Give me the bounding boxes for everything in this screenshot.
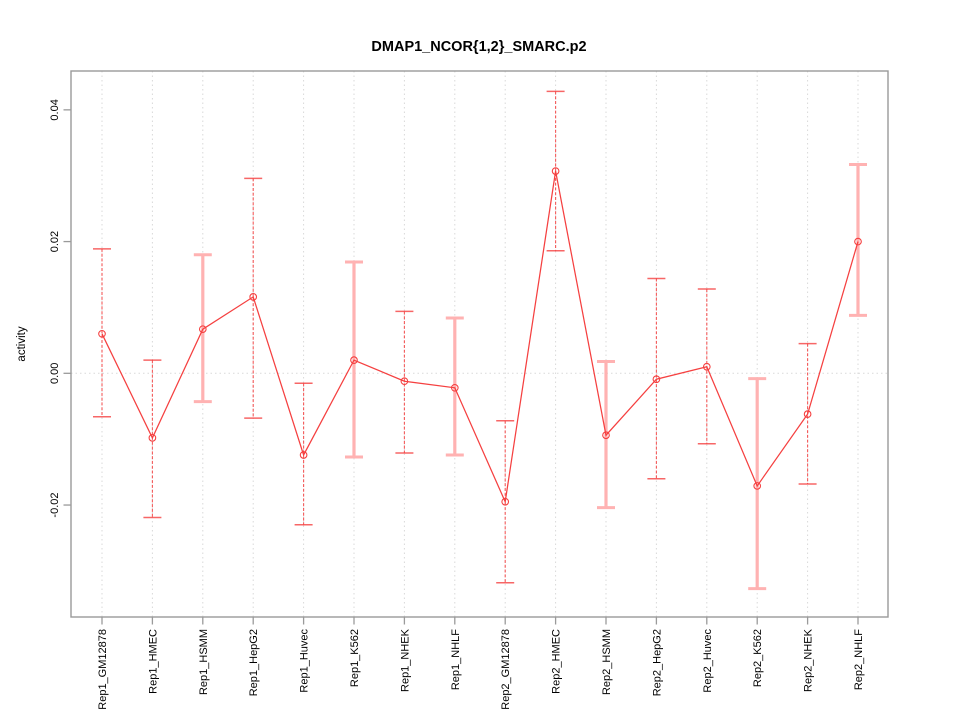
x-tick-label: Rep1_HepG2 <box>248 629 260 696</box>
data-point-marker <box>98 329 106 338</box>
y-tick-label: 0.02 <box>49 231 61 252</box>
data-point-marker <box>299 451 308 459</box>
data-point-marker <box>551 167 560 175</box>
data-point-marker <box>602 431 610 440</box>
chart-title: DMAP1_NCOR{1,2}_SMARC.p2 <box>371 39 586 55</box>
x-tick-label: Rep1_HMEC <box>147 629 159 694</box>
data-point-marker <box>450 383 459 392</box>
data-point-marker <box>702 362 711 371</box>
data-point-marker <box>501 497 510 506</box>
plot-frame <box>70 70 889 618</box>
x-tick-label: Rep2_HMEC <box>551 629 563 694</box>
x-tick-label: Rep1_K562 <box>349 629 361 687</box>
y-tick-label: -0.02 <box>49 492 61 517</box>
error-bars-layer <box>93 90 867 591</box>
data-point-marker <box>400 377 409 386</box>
y-axis-label: activity <box>16 326 28 361</box>
x-tick-label: Rep1_GM12878 <box>97 629 109 710</box>
x-tick-label: Rep1_NHEK <box>399 628 411 692</box>
x-tick-label: Rep2_Huvec <box>702 629 714 693</box>
x-tick-label: Rep2_GM12878 <box>500 629 512 710</box>
x-tick-label: Rep1_NHLF <box>450 629 462 690</box>
data-point-marker <box>148 434 157 442</box>
y-tick-label: 0.00 <box>49 363 61 384</box>
data-point-marker <box>350 356 358 364</box>
data-point-marker <box>753 482 762 490</box>
series-line <box>101 170 859 504</box>
x-tick-label: Rep2_NHLF <box>853 629 865 690</box>
x-tick-label: Rep2_HSMM <box>601 629 613 695</box>
data-point-marker <box>854 237 862 246</box>
data-point-marker <box>652 375 661 384</box>
data-point-marker <box>198 325 207 334</box>
series-layer <box>98 167 862 506</box>
x-tick-label: Rep1_Huvec <box>299 629 311 693</box>
y-tick-label: 0.04 <box>49 99 61 120</box>
data-point-marker <box>249 293 258 301</box>
x-tick-label: Rep2_K562 <box>752 629 764 687</box>
axes-layer: -0.02 0.00 0.02 0.04 Rep1_GM12878 Rep1_HMEC Re… <box>49 70 889 710</box>
grid-layer <box>71 71 888 617</box>
x-tick-label: Rep2_HepG2 <box>651 629 663 696</box>
x-tick-label: Rep1_HSMM <box>198 629 210 695</box>
data-point-marker <box>803 410 812 418</box>
x-tick-label: Rep2_NHEK <box>803 628 815 692</box>
